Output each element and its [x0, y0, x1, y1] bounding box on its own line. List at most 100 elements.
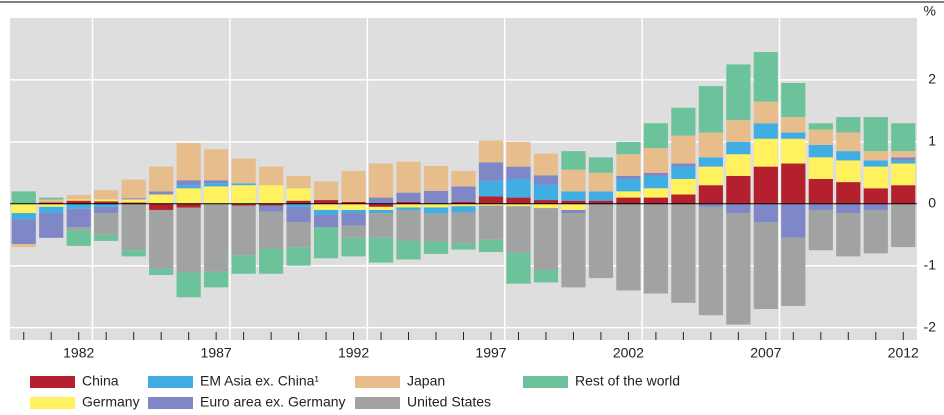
bar-segment — [11, 203, 36, 214]
bar-segment — [423, 213, 449, 242]
bar-segment — [423, 207, 449, 214]
unit-label: % — [924, 3, 936, 19]
bar-segment — [368, 213, 394, 238]
bar-segment — [506, 197, 531, 204]
bar-segment — [368, 209, 394, 214]
bar-segment — [616, 179, 641, 192]
y-tick-label: 0 — [928, 194, 936, 210]
bar-segment — [451, 203, 476, 207]
bar-segment — [11, 213, 36, 220]
bar-segment — [121, 250, 146, 257]
legend-swatch — [148, 397, 193, 409]
bar-segment — [588, 157, 614, 173]
bar-segment — [671, 107, 696, 136]
bar-segment — [204, 271, 229, 288]
bar-segment — [94, 203, 119, 207]
bar-segment — [286, 206, 311, 223]
bar-segment — [94, 206, 119, 214]
bar-segment — [836, 117, 861, 133]
bar-segment — [616, 141, 641, 155]
bar-segment — [588, 203, 614, 279]
bar-segment — [451, 243, 476, 250]
bar-segment — [313, 209, 339, 215]
bar-segment — [286, 203, 311, 207]
bar-segment — [313, 203, 339, 210]
bar-segment — [451, 170, 476, 187]
bar-segment — [891, 157, 916, 161]
bar-segment — [396, 207, 421, 210]
bar-segment — [671, 163, 696, 167]
bar-segment — [451, 186, 476, 202]
bar-segment — [94, 199, 119, 202]
legend-label: Rest of the world — [575, 373, 680, 389]
bar-segment — [643, 197, 668, 204]
bar-segment — [478, 180, 504, 197]
bar-segment — [121, 202, 146, 204]
bar-segment — [533, 203, 559, 209]
bar-segment — [863, 160, 888, 167]
bar-segment — [808, 203, 833, 210]
bar-segment — [836, 151, 861, 161]
bar-segment — [149, 268, 174, 275]
bar-segment — [643, 172, 668, 176]
bar-segment — [341, 225, 366, 238]
bar-segment — [341, 203, 366, 210]
bar-segment — [94, 234, 119, 241]
bar-segment — [726, 120, 751, 142]
bar-segment — [176, 143, 201, 181]
bar-segment — [808, 144, 833, 158]
bar-segment — [423, 190, 449, 204]
bar-segment — [561, 200, 586, 204]
bar-segment — [396, 203, 421, 208]
bar-segment — [671, 135, 696, 164]
bar-segment — [891, 151, 916, 158]
bar-segment — [66, 227, 91, 231]
bar-segment — [671, 179, 696, 195]
bar-segment — [726, 175, 751, 204]
bar-segment — [588, 172, 614, 192]
bar-segment — [176, 207, 201, 273]
bar-segment — [368, 163, 394, 198]
bar-segment — [94, 201, 119, 204]
bar-segment — [588, 200, 614, 204]
bar-segment — [286, 247, 311, 266]
bar-segment — [891, 160, 916, 164]
bar-segment — [698, 166, 723, 186]
bar-segment — [781, 237, 806, 306]
bar-segment — [643, 148, 668, 173]
bar-segment — [863, 209, 888, 254]
bar-segment — [259, 185, 284, 204]
legend-label: China — [82, 373, 119, 389]
bar-segment — [231, 205, 256, 256]
bar-segment — [781, 117, 806, 133]
bar-segment — [891, 203, 916, 248]
bar-segment — [478, 162, 504, 181]
bar-segment — [753, 52, 778, 102]
bar-segment — [396, 201, 421, 204]
legend-swatch — [30, 397, 75, 409]
bar-segment — [726, 213, 751, 325]
bar-segment — [149, 166, 174, 192]
y-tick-label: 2 — [928, 71, 936, 87]
legend-swatch — [355, 397, 400, 409]
bar-segment — [781, 132, 806, 139]
bar-segment — [808, 157, 833, 179]
bar-segment — [39, 197, 64, 200]
bar-segment — [66, 199, 91, 201]
bar-segment — [396, 161, 421, 193]
bar-segment — [368, 237, 394, 263]
bar-segment — [66, 195, 91, 200]
x-tick-label: 1982 — [63, 345, 94, 361]
bar-segment — [39, 202, 64, 204]
bar-segment — [506, 206, 531, 253]
x-tick-label: 2002 — [613, 345, 644, 361]
legend-swatch — [523, 376, 568, 388]
bar-segment — [698, 132, 723, 158]
bar-segment — [533, 200, 559, 204]
bar-segment — [368, 206, 394, 210]
bar-segment — [533, 270, 559, 283]
bar-segment — [204, 149, 229, 181]
bar-segment — [781, 203, 806, 238]
bar-segment — [39, 199, 64, 203]
bar-segment — [39, 203, 64, 207]
